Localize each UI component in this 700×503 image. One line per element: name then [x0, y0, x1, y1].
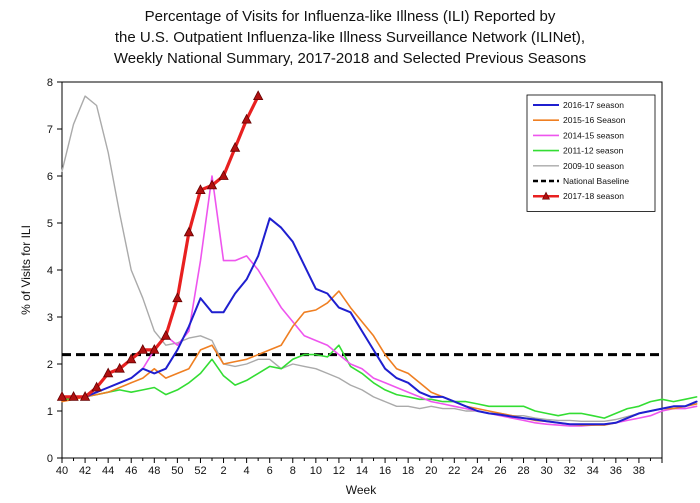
legend-label: 2017-18 season	[563, 191, 624, 201]
x-tick-label: 26	[494, 465, 506, 477]
chart-title-line-3: Weekly National Summary, 2017-2018 and S…	[113, 50, 587, 67]
x-tick-label: 22	[448, 465, 460, 477]
chart-legend: 2016-17 season 2015-16 Season 2014-15 seas…	[526, 94, 656, 212]
data-point-marker	[79, 391, 91, 401]
x-tick-label: 18	[402, 465, 414, 477]
y-tick-label: 1	[47, 406, 53, 418]
chart-title-line-1: Percentage of Visits for Influenza-like …	[144, 8, 556, 25]
x-tick-label: 44	[102, 465, 114, 477]
data-point-marker	[137, 344, 148, 354]
x-tick-label: 50	[171, 465, 183, 477]
series-layer	[56, 90, 698, 427]
data-point-marker	[68, 391, 79, 401]
data-point-marker	[126, 353, 137, 364]
legend-label: 2011-12 season	[563, 146, 624, 156]
data-point-marker	[114, 362, 125, 373]
x-axis-title: Week	[346, 483, 377, 497]
y-tick-label: 8	[47, 77, 53, 89]
data-point-marker	[149, 344, 160, 354]
series-line-2011-12-season	[61, 344, 698, 419]
x-tick-label: 24	[471, 465, 483, 477]
x-tick-label: 42	[79, 465, 91, 477]
x-tick-label: 34	[587, 465, 599, 477]
x-tick-label: 16	[379, 465, 391, 477]
x-tick-label: 10	[310, 465, 322, 477]
data-point-marker	[102, 367, 114, 378]
x-tick-label: 14	[356, 465, 368, 477]
legend-marker	[542, 191, 550, 200]
data-point-marker	[229, 141, 241, 152]
y-axis-title: % of Visits for ILI	[19, 225, 33, 315]
data-point-marker	[241, 113, 252, 124]
legend-label: 2009-10 season	[563, 161, 624, 171]
data-point-marker	[172, 292, 183, 303]
data-point-marker	[218, 170, 229, 180]
data-point-marker	[206, 179, 218, 190]
x-tick-label: 2	[220, 465, 226, 477]
chart-title-line-2: the U.S. Outpatient Influenza-like Illne…	[114, 29, 586, 46]
x-tick-label: 30	[540, 465, 552, 477]
x-tick-label: 48	[148, 465, 160, 477]
y-tick-label: 4	[47, 265, 53, 277]
y-tick-label: 3	[47, 312, 53, 324]
x-tick-label: 52	[194, 465, 206, 477]
y-tick-label: 7	[47, 124, 53, 136]
series-line-2009-10-season	[61, 95, 698, 422]
series-line-2016-17-season	[61, 217, 698, 426]
y-tick-label: 0	[47, 453, 53, 465]
legend-label: 2016-17 season	[563, 100, 624, 110]
data-point-marker	[160, 329, 172, 340]
legend-label: National Baseline	[563, 176, 629, 186]
chart-title: Percentage of Visits for Influenza-like …	[0, 6, 700, 69]
x-tick-label: 20	[425, 465, 437, 477]
y-tick-label: 6	[47, 171, 53, 183]
data-point-marker	[183, 226, 195, 237]
x-tick-label: 40	[56, 465, 68, 477]
legend-label: 2014-15 season	[563, 130, 624, 140]
y-tick-label: 2	[47, 359, 53, 371]
x-tick-label: 6	[267, 465, 273, 477]
x-tick-label: 4	[244, 465, 250, 477]
y-tick-label: 5	[47, 218, 53, 230]
data-point-marker	[91, 381, 102, 392]
data-point-marker	[195, 184, 206, 195]
x-tick-label: 28	[517, 465, 529, 477]
data-point-marker	[56, 391, 68, 401]
x-tick-label: 12	[333, 465, 345, 477]
x-tick-label: 38	[633, 465, 645, 477]
data-point-marker	[252, 90, 264, 100]
legend-label: 2015-16 Season	[563, 115, 626, 125]
x-tick-label: 36	[610, 465, 622, 477]
x-tick-label: 8	[290, 465, 296, 477]
x-tick-label: 46	[125, 465, 137, 477]
x-tick-label: 32	[564, 465, 576, 477]
legend-box	[526, 94, 656, 212]
